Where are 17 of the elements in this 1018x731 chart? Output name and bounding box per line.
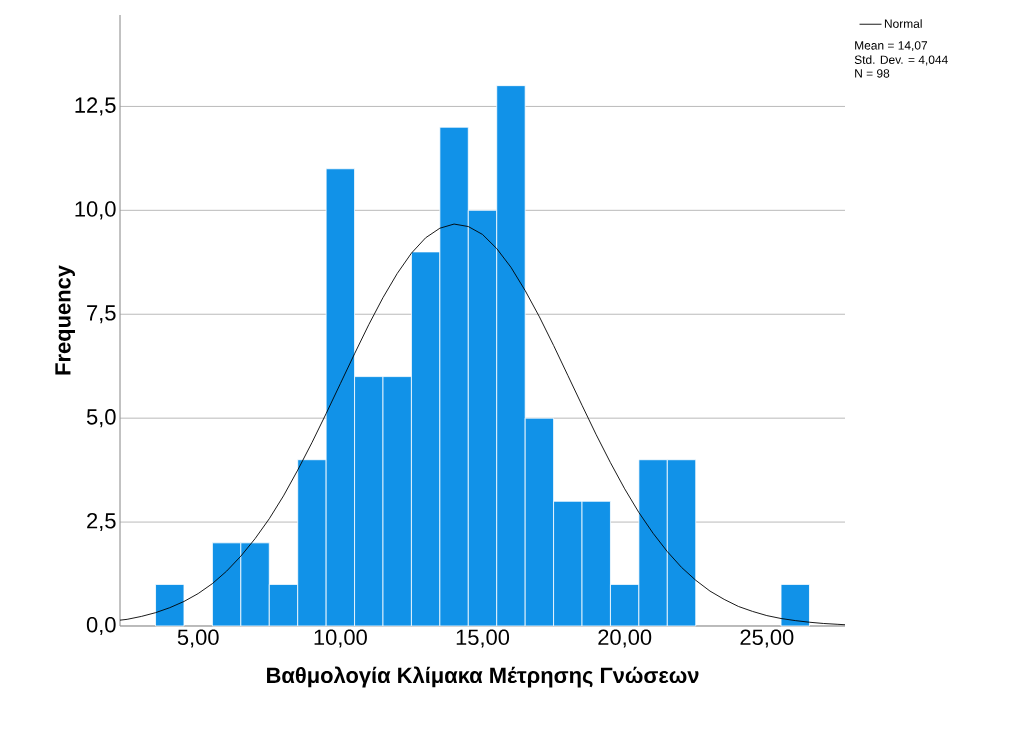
x-tick-label: 25,00 [740,629,794,648]
text: Mean = 14,07 [855,41,928,52]
y-tick-label: 12,5 [75,97,116,116]
y-tick-label: 0,0 [86,616,116,636]
x-axis-title: Βαθμολογία Κλίμακα Μέτρησης Γνώσεων [267,666,699,688]
y-tick-label: 10,0 [75,201,116,220]
text: N = 98 [855,69,890,78]
x-tick-label: 20,00 [598,629,652,648]
y-tick-label: 2,5 [87,513,116,532]
legend-label: Normal [884,19,922,28]
y-axis-title: Frequency [55,265,75,375]
x-tick-label: 10,00 [314,629,367,648]
y-tick-label: 5,0 [86,409,116,428]
y-tick-label: 7,5 [87,305,116,324]
x-tick-label: 15,00 [456,629,510,648]
x-tick-label: 5,00 [177,629,219,648]
text: Std. Dev. = 4,044 [854,55,948,66]
